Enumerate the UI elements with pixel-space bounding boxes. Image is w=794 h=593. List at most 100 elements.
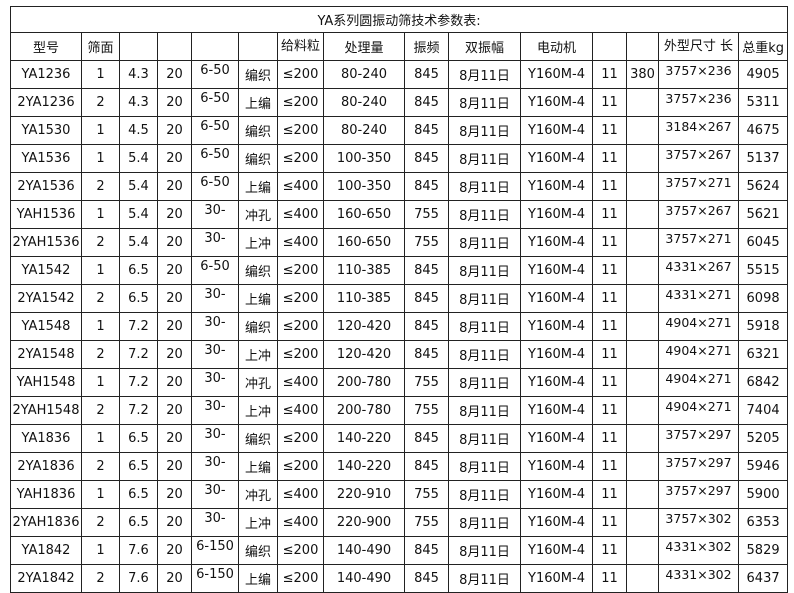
table-cell bbox=[626, 368, 659, 397]
table-cell: 3757×297 bbox=[658, 424, 739, 453]
column-header: 型号 bbox=[10, 32, 82, 61]
table-cell: 5311 bbox=[737, 88, 789, 117]
table-cell: Y160M-4 bbox=[520, 228, 593, 257]
table-cell: 8月11日 bbox=[448, 200, 521, 229]
table-cell: ≤200 bbox=[277, 256, 324, 285]
table-cell: 2YAH1536 bbox=[10, 228, 82, 257]
column-header: 总重kg bbox=[737, 32, 789, 61]
table-row: YAH1536 1 5.4 20 30- 冲孔 ≤400 160-650 755 8月11日 Y16… bbox=[10, 200, 789, 229]
table-cell: 11 bbox=[592, 228, 627, 257]
table-cell: 11 bbox=[592, 312, 627, 341]
table-cell: 2YAH1836 bbox=[10, 508, 82, 537]
table-cell: 20 bbox=[157, 536, 192, 565]
table-cell: ≤200 bbox=[277, 88, 324, 117]
table-cell: 上冲 bbox=[238, 340, 278, 369]
table-cell: 11 bbox=[592, 452, 627, 481]
table-cell: 140-490 bbox=[323, 564, 405, 593]
column-header bbox=[119, 32, 158, 61]
table-cell bbox=[626, 256, 659, 285]
table-cell: 4904×271 bbox=[658, 340, 739, 369]
table-cell: 845 bbox=[404, 340, 449, 369]
table-cell: 4331×302 bbox=[658, 536, 739, 565]
table-cell: 4.3 bbox=[119, 60, 158, 89]
table-cell: YA1548 bbox=[10, 312, 82, 341]
table-cell: 上编 bbox=[238, 452, 278, 481]
table-cell: 20 bbox=[157, 396, 192, 425]
table-cell: 编织 bbox=[238, 536, 278, 565]
table-cell: 5946 bbox=[737, 452, 789, 481]
table-cell: 20 bbox=[157, 312, 192, 341]
table-cell: 编织 bbox=[238, 256, 278, 285]
table-cell: ≤200 bbox=[277, 116, 324, 145]
table-cell: 11 bbox=[592, 256, 627, 285]
table-cell: YA1542 bbox=[10, 256, 82, 285]
table-row: YA1530 1 4.5 20 6-50 编织 ≤200 80-240 845 8月11日 Y160… bbox=[10, 116, 789, 145]
table-cell: 7.6 bbox=[119, 536, 158, 565]
table-cell: 1 bbox=[81, 480, 120, 509]
table-cell: 11 bbox=[592, 536, 627, 565]
table-cell: 6-150 bbox=[191, 536, 239, 565]
table-cell: 2 bbox=[81, 396, 120, 425]
table-cell: 2YA1836 bbox=[10, 452, 82, 481]
table-cell: 8月11日 bbox=[448, 88, 521, 117]
table-cell: Y160M-4 bbox=[520, 564, 593, 593]
table-cell: 20 bbox=[157, 340, 192, 369]
table-cell: 上编 bbox=[238, 564, 278, 593]
table-cell: 120-420 bbox=[323, 340, 405, 369]
table-cell: 30- bbox=[191, 340, 239, 369]
table-cell: 1 bbox=[81, 256, 120, 285]
table-cell: 200-780 bbox=[323, 368, 405, 397]
table-row: 2YA1548 2 7.2 20 30- 上冲 ≤200 120-420 845 8月11日 Y16… bbox=[10, 340, 789, 369]
table-cell: 30- bbox=[191, 368, 239, 397]
table-cell: YAH1536 bbox=[10, 200, 82, 229]
table-cell: 6-150 bbox=[191, 564, 239, 593]
table-cell: 4.5 bbox=[119, 116, 158, 145]
table-cell: 8月11日 bbox=[448, 144, 521, 173]
table-cell: 7.2 bbox=[119, 312, 158, 341]
table-cell: 4905 bbox=[737, 60, 789, 89]
table-cell: 上冲 bbox=[238, 228, 278, 257]
table-cell: 11 bbox=[592, 200, 627, 229]
table-cell bbox=[626, 284, 659, 313]
table-cell: 5137 bbox=[737, 144, 789, 173]
table-cell: 8月11日 bbox=[448, 60, 521, 89]
table-cell: 1 bbox=[81, 424, 120, 453]
table-cell: 30- bbox=[191, 284, 239, 313]
table-cell: 11 bbox=[592, 368, 627, 397]
column-header: 外型尺寸 长 bbox=[658, 32, 739, 61]
table-cell: 2 bbox=[81, 228, 120, 257]
table-row: 2YA1236 2 4.3 20 6-50 上编 ≤200 80-240 845 8月11日 Y16… bbox=[10, 88, 789, 117]
table-cell: 845 bbox=[404, 144, 449, 173]
table-cell: Y160M-4 bbox=[520, 88, 593, 117]
table-cell: 8月11日 bbox=[448, 312, 521, 341]
table-cell: 845 bbox=[404, 284, 449, 313]
table-cell bbox=[626, 452, 659, 481]
table-cell: 2 bbox=[81, 564, 120, 593]
table-cell bbox=[626, 228, 659, 257]
table-cell bbox=[626, 312, 659, 341]
table-cell: 20 bbox=[157, 284, 192, 313]
table-cell: 3757×267 bbox=[658, 144, 739, 173]
table-cell: 6.5 bbox=[119, 452, 158, 481]
table-cell: Y160M-4 bbox=[520, 284, 593, 313]
table-cell: Y160M-4 bbox=[520, 508, 593, 537]
table-cell: 5.4 bbox=[119, 200, 158, 229]
table-cell: 上编 bbox=[238, 88, 278, 117]
table-cell: 755 bbox=[404, 228, 449, 257]
table-cell: 编织 bbox=[238, 144, 278, 173]
table-cell: 20 bbox=[157, 368, 192, 397]
table-cell: 4331×271 bbox=[658, 284, 739, 313]
table-cell: 30- bbox=[191, 200, 239, 229]
table-cell: 6-50 bbox=[191, 88, 239, 117]
table-cell: 2 bbox=[81, 452, 120, 481]
table-cell: 6842 bbox=[737, 368, 789, 397]
table-row: YA1842 1 7.6 20 6-150 编织 ≤200 140-490 845 8月11日 Y1… bbox=[10, 536, 789, 565]
column-header bbox=[626, 32, 659, 61]
table-cell: Y160M-4 bbox=[520, 536, 593, 565]
table-cell: 2 bbox=[81, 340, 120, 369]
table-cell: ≤200 bbox=[277, 144, 324, 173]
table-cell: 4904×271 bbox=[658, 312, 739, 341]
table-cell bbox=[626, 172, 659, 201]
table-cell: 11 bbox=[592, 340, 627, 369]
table-cell: 上编 bbox=[238, 284, 278, 313]
